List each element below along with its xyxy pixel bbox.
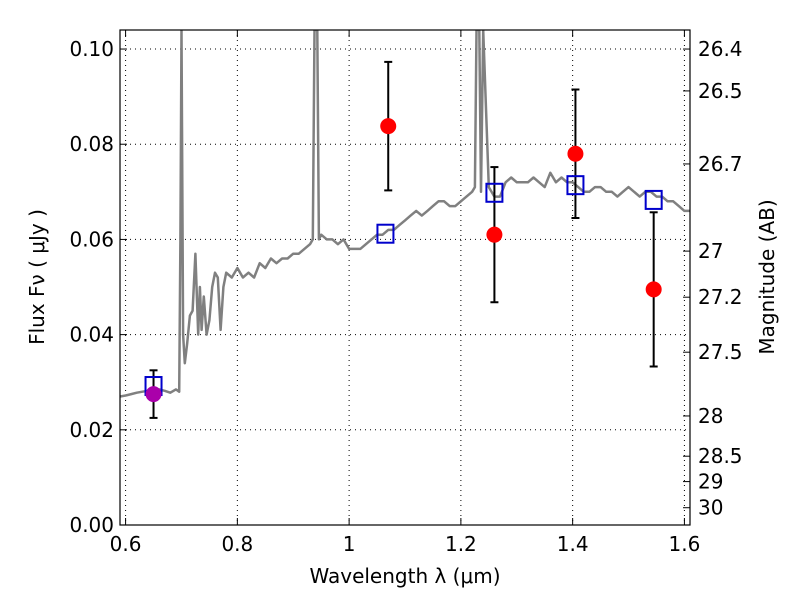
- y2-tick-label: 26.7: [698, 152, 743, 176]
- y2-tick-label: 29: [698, 470, 723, 494]
- y2-tick-label: 27.5: [698, 340, 743, 364]
- y-axis-title: Flux Fν ( μJy ): [25, 209, 49, 345]
- grid-layer: [120, 30, 690, 525]
- data-layer: [120, 30, 690, 419]
- y2-tick-label: 30: [698, 496, 723, 520]
- y2-tick-label: 27: [698, 239, 723, 263]
- observed-point: [380, 118, 397, 135]
- observed-point: [145, 386, 162, 403]
- x-axis-title: Wavelength λ (μm): [309, 564, 500, 588]
- y2-tick-label: 27.2: [698, 285, 743, 309]
- model-square: [485, 182, 504, 203]
- x-tick-label: 1: [343, 532, 356, 556]
- plot-frame: [119, 29, 691, 526]
- y-tick-label: 0.10: [69, 37, 114, 61]
- y-tick-label: 0.04: [69, 323, 114, 347]
- x-tick-label: 1.4: [557, 532, 589, 556]
- observed-point: [645, 281, 662, 298]
- x-tick-label: 1.2: [445, 532, 477, 556]
- model-square: [376, 223, 395, 244]
- y2-tick-label: 28.5: [698, 444, 743, 468]
- x-tick-label: 0.8: [221, 532, 253, 556]
- y-tick-label: 0.00: [69, 513, 114, 537]
- y2-tick-label: 28: [698, 404, 723, 428]
- axis-layer: 0.6 0.8 1 1.2 1.4 1.6 0.00 0.02 0.04 0.06 0.08 0.10…: [69, 30, 743, 556]
- observed-point: [567, 145, 584, 162]
- x-tick-label: 0.6: [110, 532, 142, 556]
- y2-tick-label: 26.5: [698, 79, 743, 103]
- model-square: [644, 189, 663, 210]
- observed-point: [486, 226, 503, 243]
- model-square: [566, 175, 585, 196]
- x-tick-label: 1.6: [669, 532, 701, 556]
- plot-background: [120, 30, 690, 525]
- y2-tick-label: 26.4: [698, 37, 743, 61]
- y-tick-label: 0.02: [69, 418, 114, 442]
- y-tick-label: 0.06: [69, 227, 114, 251]
- y2-axis-title: Magnitude (AB): [755, 199, 779, 354]
- y-tick-label: 0.08: [69, 132, 114, 156]
